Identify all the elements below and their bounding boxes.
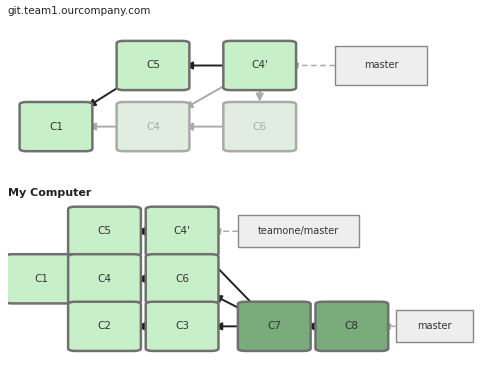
- Text: C6: C6: [175, 274, 189, 284]
- Text: C1: C1: [49, 122, 63, 132]
- Text: C4': C4': [174, 226, 190, 236]
- FancyBboxPatch shape: [68, 302, 141, 351]
- FancyBboxPatch shape: [224, 102, 296, 151]
- Text: C5: C5: [146, 60, 160, 70]
- FancyBboxPatch shape: [68, 207, 141, 256]
- Text: My Computer: My Computer: [8, 188, 91, 198]
- FancyBboxPatch shape: [5, 254, 78, 303]
- FancyBboxPatch shape: [116, 41, 190, 90]
- FancyBboxPatch shape: [146, 254, 218, 303]
- FancyBboxPatch shape: [224, 41, 296, 90]
- FancyBboxPatch shape: [335, 46, 427, 85]
- Text: master: master: [417, 321, 452, 331]
- FancyBboxPatch shape: [316, 302, 388, 351]
- Text: C4: C4: [98, 274, 112, 284]
- FancyBboxPatch shape: [146, 302, 218, 351]
- Text: C3: C3: [175, 321, 189, 331]
- FancyBboxPatch shape: [116, 102, 190, 151]
- Text: C7: C7: [267, 321, 281, 331]
- Text: C5: C5: [98, 226, 112, 236]
- Text: master: master: [364, 60, 398, 70]
- Text: C8: C8: [345, 321, 359, 331]
- Text: C4: C4: [146, 122, 160, 132]
- FancyBboxPatch shape: [20, 102, 92, 151]
- FancyBboxPatch shape: [396, 310, 473, 342]
- Text: git.team1.ourcompany.com: git.team1.ourcompany.com: [8, 6, 151, 16]
- Text: C2: C2: [98, 321, 112, 331]
- FancyBboxPatch shape: [238, 302, 310, 351]
- Text: teamone/master: teamone/master: [258, 226, 339, 236]
- FancyBboxPatch shape: [68, 254, 141, 303]
- FancyBboxPatch shape: [238, 215, 359, 247]
- Text: C4': C4': [252, 60, 268, 70]
- Text: C1: C1: [34, 274, 48, 284]
- FancyBboxPatch shape: [146, 207, 218, 256]
- Text: C6: C6: [252, 122, 266, 132]
